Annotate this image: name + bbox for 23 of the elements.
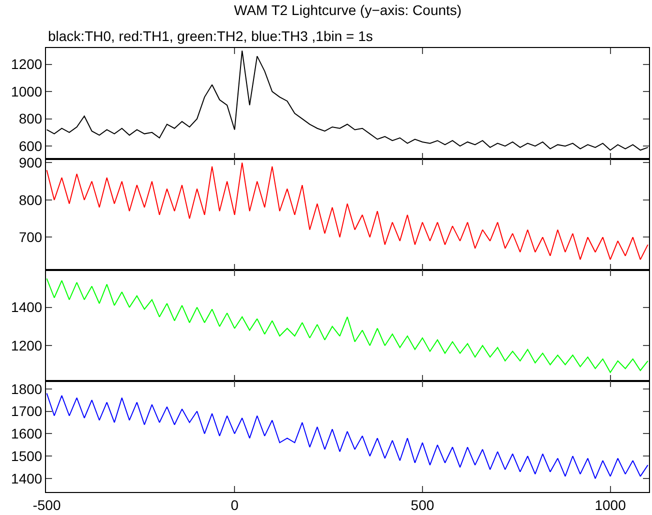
x-tick-label: -500 [32, 496, 61, 513]
x-tick-label: 500 [410, 496, 434, 513]
chart-subtitle: black:TH0, red:TH1, green:TH2, blue:TH3 ,1bin = 1s [48, 28, 373, 44]
y-tick-label: 900 [18, 154, 42, 171]
line-series [46, 392, 648, 480]
y-tick-label: 1000 [11, 83, 42, 100]
y-tick-label: 700 [18, 229, 42, 246]
y-tick-label: 800 [18, 110, 42, 127]
y-tick-label: 1800 [11, 380, 42, 397]
y-tick-label: 1400 [11, 299, 42, 316]
y-tick-label: 1200 [11, 337, 42, 354]
chart-title: WAM T2 Lightcurve (y−axis: Counts) [234, 2, 462, 18]
y-tick-label: 800 [18, 192, 42, 208]
line-series [46, 278, 648, 373]
y-tick-label: 1600 [11, 426, 42, 442]
y-tick-label: 1500 [11, 448, 42, 464]
line-series [46, 162, 648, 260]
x-tick-label: 0 [230, 496, 239, 513]
y-tick-label: 600 [18, 138, 42, 154]
x-tick-label: 1000 [594, 496, 626, 513]
y-tick-label: 1700 [11, 403, 42, 420]
y-tick-label: 1200 [11, 56, 42, 72]
y-tick-label: 1400 [11, 470, 42, 486]
